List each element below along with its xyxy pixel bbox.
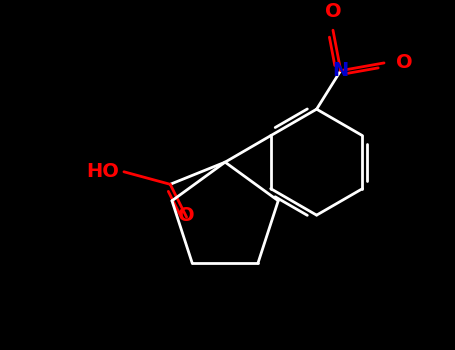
Text: N: N	[333, 61, 349, 80]
Text: O: O	[178, 206, 195, 225]
Text: O: O	[325, 1, 341, 21]
Text: HO: HO	[86, 162, 119, 181]
Text: O: O	[395, 54, 412, 72]
